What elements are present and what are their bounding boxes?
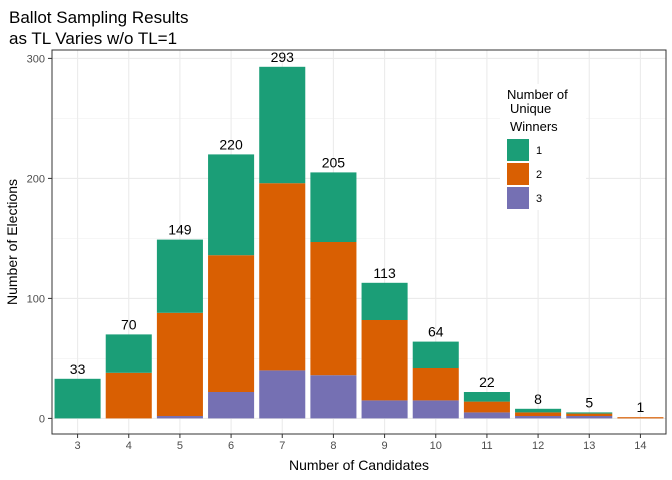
- y-axis: 0 100 200 300: [27, 53, 52, 425]
- bar-segment-winners-3: [463, 412, 510, 419]
- y-axis-title: Number of Elections: [4, 179, 20, 305]
- bar-segment-winners-3: [259, 370, 306, 419]
- legend-key-winners-1: [507, 139, 529, 161]
- x-tick-label: 10: [430, 440, 442, 452]
- bar-total-label: 113: [373, 265, 396, 281]
- x-tick-label: 9: [382, 440, 388, 452]
- bar-total-label: 8: [534, 391, 542, 407]
- bar-segment-winners-2: [566, 413, 613, 416]
- bar-segment-winners-1: [463, 392, 510, 402]
- x-tick-label: 4: [126, 440, 132, 452]
- bar-segment-winners-2: [156, 312, 203, 416]
- legend-title-line-2: Unique: [510, 101, 551, 116]
- legend-title-line-1: Number of: [507, 87, 568, 102]
- bar-total-label: 205: [322, 154, 346, 170]
- x-tick-label: 11: [481, 440, 492, 452]
- bar-total-label: 64: [428, 324, 444, 340]
- bar-segment-winners-2: [208, 255, 255, 392]
- bar-segment-winners-1: [54, 378, 101, 419]
- chart-title: Ballot Sampling Results as TL Varies w/o…: [9, 8, 189, 48]
- bar-total-label: 70: [121, 316, 137, 332]
- plot-panel-border: [51, 49, 667, 435]
- bar-total-label: 1: [637, 399, 645, 415]
- bar-segment-winners-2: [361, 320, 408, 401]
- bar-segment-winners-3: [156, 416, 203, 419]
- bar-segment-winners-1: [105, 334, 152, 373]
- legend-label-winners-1: 1: [536, 145, 542, 157]
- y-tick-label: 300: [27, 53, 45, 65]
- legend-label-winners-3: 3: [536, 193, 542, 205]
- bar-segment-winners-3: [310, 375, 357, 419]
- bar-segment-winners-1: [310, 172, 357, 242]
- x-tick-label: 14: [634, 440, 646, 452]
- bar-segment-winners-1: [412, 341, 459, 368]
- bar-segment-winners-1: [259, 66, 306, 184]
- bar-segment-winners-3: [566, 416, 613, 419]
- chart-title-line-2: as TL Varies w/o TL=1: [9, 29, 177, 48]
- x-tick-label: 6: [228, 440, 234, 452]
- bars: [54, 66, 664, 419]
- bar-total-label: 33: [70, 361, 86, 377]
- bar-segment-winners-3: [515, 416, 562, 419]
- x-axis-title: Number of Candidates: [289, 457, 429, 473]
- x-tick-label: 12: [532, 440, 544, 452]
- legend-title-line-3: Winners: [510, 119, 558, 134]
- bar-total-label: 5: [585, 394, 593, 410]
- bar-segment-winners-2: [515, 412, 562, 416]
- bar-segment-winners-1: [361, 282, 408, 320]
- legend-label-winners-2: 2: [536, 169, 542, 181]
- y-tick-label: 200: [27, 173, 45, 185]
- bar-segment-winners-2: [105, 372, 152, 419]
- x-tick-label: 5: [177, 440, 183, 452]
- x-tick-label: 7: [279, 440, 285, 452]
- bar-total-label: 149: [168, 222, 192, 238]
- bar-segment-winners-1: [566, 412, 613, 414]
- legend: Number of Unique Winners 1 2 3: [500, 84, 586, 210]
- bar-segment-winners-3: [208, 392, 255, 419]
- bar-segment-winners-2: [617, 417, 664, 419]
- bar-total-label: 22: [479, 374, 495, 390]
- bar-segment-winners-2: [259, 183, 306, 371]
- y-tick-label: 100: [27, 293, 45, 305]
- bar-segment-winners-1: [156, 239, 203, 313]
- x-tick-label: 3: [75, 440, 81, 452]
- x-tick-label: 8: [330, 440, 336, 452]
- bar-total-label: 293: [271, 49, 295, 65]
- bar-segment-winners-2: [412, 368, 459, 401]
- bar-segment-winners-2: [463, 401, 510, 413]
- bar-segment-winners-3: [412, 400, 459, 419]
- bar-segment-winners-1: [208, 154, 255, 256]
- bar-total-labels: 33 70 149 220 293 205 113 64 22 8 5 1: [70, 49, 645, 415]
- chart-title-line-1: Ballot Sampling Results: [9, 8, 189, 27]
- bar-segment-winners-1: [515, 408, 562, 413]
- bar-segment-winners-3: [361, 400, 408, 419]
- legend-key-winners-3: [507, 187, 529, 209]
- x-tick-label: 13: [583, 440, 595, 452]
- bar-segment-winners-2: [310, 242, 357, 376]
- bar-total-label: 220: [219, 136, 243, 152]
- y-tick-label: 0: [39, 413, 45, 425]
- legend-key-winners-2: [507, 163, 529, 185]
- x-axis: 3 4 5 6 7 8 9 10 11 12 13 14: [75, 434, 647, 452]
